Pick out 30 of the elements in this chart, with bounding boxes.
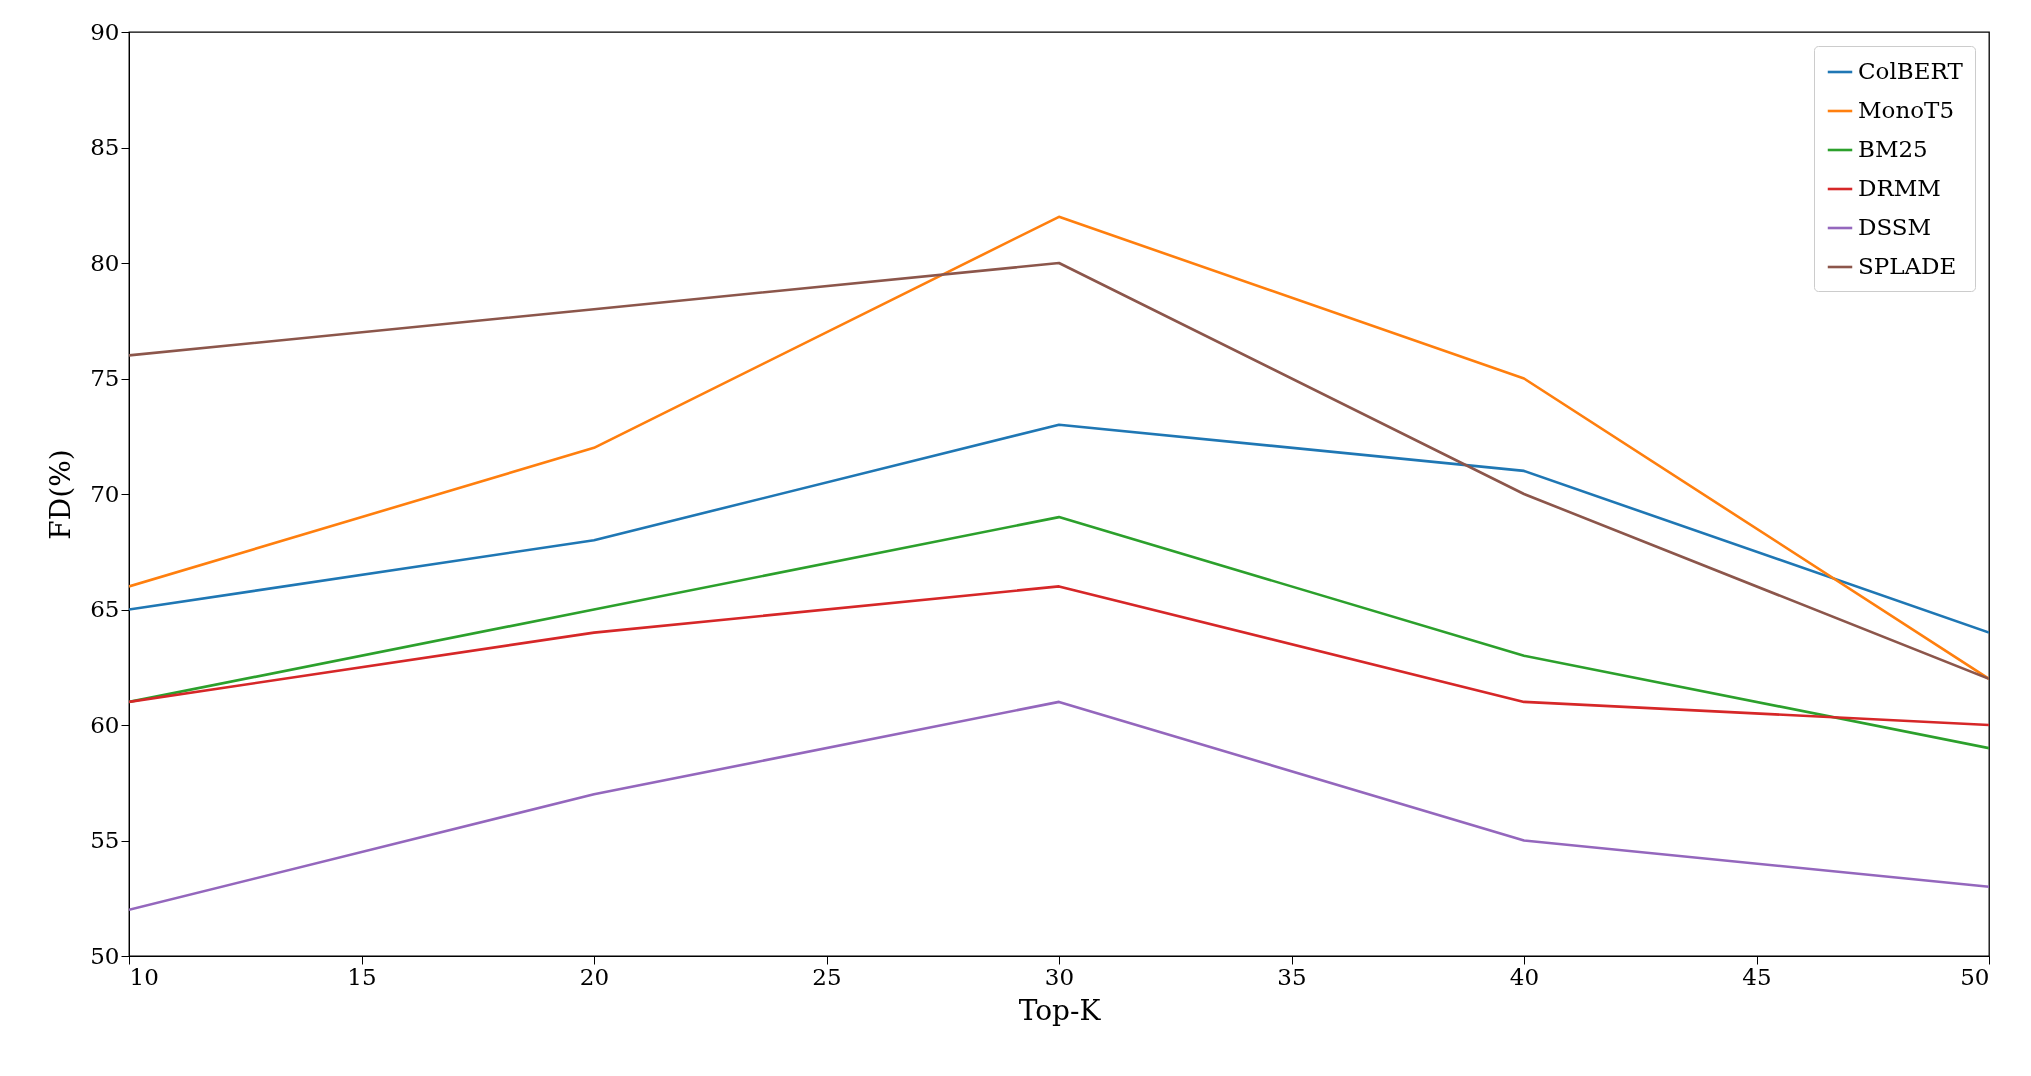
y-tick-label: 65 [90,596,120,622]
y-tick-label: 60 [90,711,120,738]
x-tick-label: 50 [1960,963,1990,990]
y-tick-label: 80 [90,249,120,276]
x-tick-label: 20 [579,963,610,990]
x-tick-label: 45 [1742,963,1772,990]
line-series [129,515,1989,750]
y-tick-label: 90 [90,18,120,45]
x-tick-label: 25 [812,963,842,990]
y-tick-label: 85 [90,134,120,160]
legend-label: MonoT5 [1858,97,1955,123]
legend-label: ColBERT [1858,58,1964,84]
y-tick-label: 50 [90,942,120,969]
x-tick-label: 40 [1509,963,1540,990]
legend-label: BM25 [1858,136,1928,162]
x-tick-label: 10 [129,963,159,990]
legend-label: DSSM [1858,214,1932,240]
x-axis-title: Top-K [1018,993,1102,1027]
line-series [129,585,1989,727]
line-series [129,700,1989,912]
line-series [129,423,1989,634]
y-tick-label: 70 [90,480,120,507]
legend-label: SPLADE [1858,253,1957,279]
x-tick-label: 35 [1277,963,1307,990]
y-axis-title: FD(%) [44,449,78,540]
x-tick-label: 30 [1044,963,1075,990]
x-tick-label: 15 [347,963,377,990]
y-tick-label: 75 [90,365,120,391]
y-tick-label: 55 [90,827,120,853]
legend-label: DRMM [1858,175,1941,201]
